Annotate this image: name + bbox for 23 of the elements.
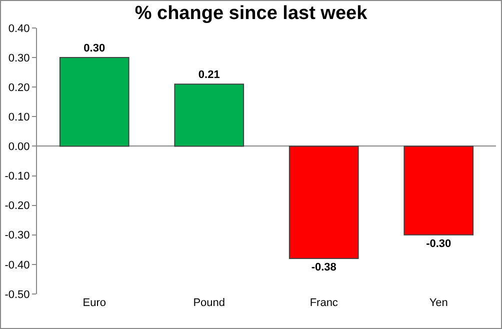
y-tick-label: -0.40 <box>4 259 30 272</box>
data-label: 0.21 <box>198 69 220 82</box>
bar <box>288 146 359 260</box>
chart-title: % change since last week <box>134 3 368 24</box>
bar <box>59 57 130 147</box>
y-tick-label: -0.20 <box>4 200 30 212</box>
y-tick-label: 0.30 <box>8 52 30 64</box>
bar <box>404 146 474 236</box>
bar <box>174 84 244 147</box>
y-tick-label: -0.30 <box>4 230 30 242</box>
data-label: -0.30 <box>426 238 452 250</box>
y-tick-label: -0.50 <box>4 288 30 301</box>
y-tick-label: 0.00 <box>8 141 30 154</box>
y-tick-label: 0.20 <box>8 82 30 94</box>
x-tick-label: Euro <box>82 297 106 309</box>
y-tick-label: 0.40 <box>8 22 30 35</box>
x-tick-label: Franc <box>310 297 338 309</box>
x-tick-label: Pound <box>193 297 226 309</box>
data-label: 0.30 <box>84 42 106 55</box>
data-label: -0.38 <box>311 262 336 274</box>
x-tick-label: Yen <box>429 297 448 309</box>
y-tick-label: 0.10 <box>8 112 30 124</box>
y-tick-label: -0.10 <box>4 170 30 183</box>
